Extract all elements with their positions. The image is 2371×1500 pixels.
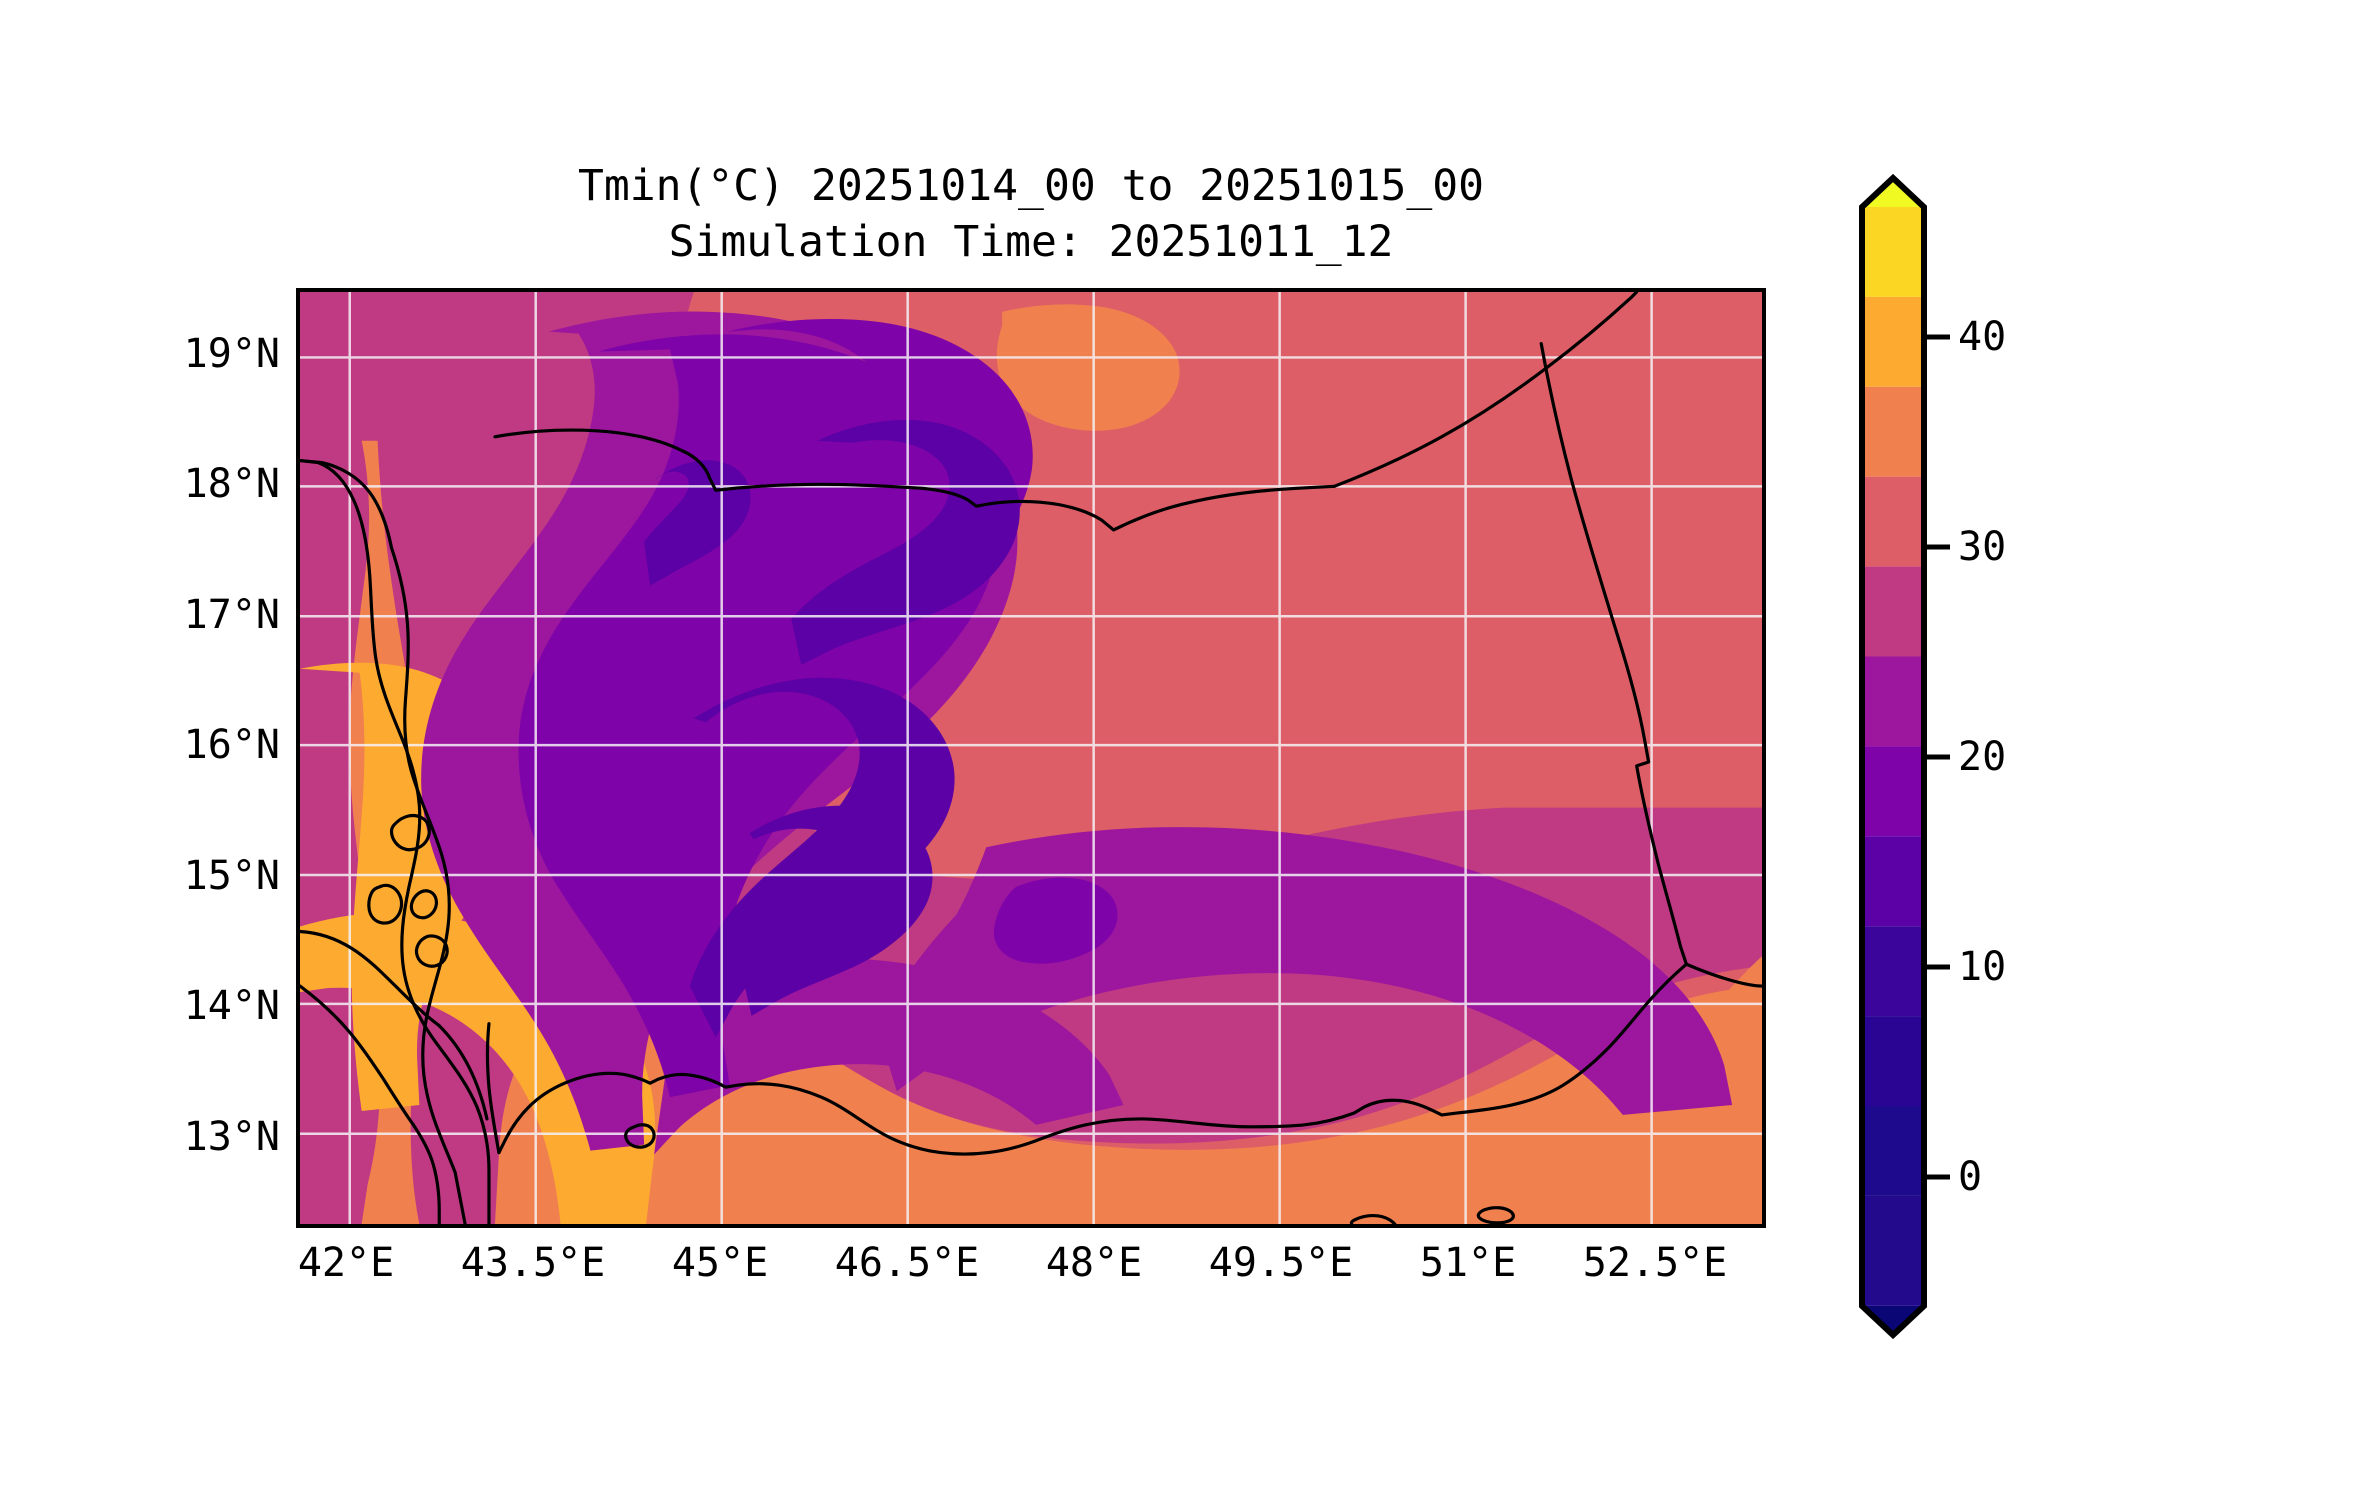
colorbar-tick-30: 30: [1958, 524, 2007, 570]
colorbar-tick-20: 20: [1958, 734, 2007, 780]
temperature-contour-map: [300, 292, 1762, 1224]
chart-title: Tmin(°C) 20251014_00 to 20251015_00 Simu…: [296, 158, 1766, 270]
xtick-label-2: 45°E: [671, 1240, 769, 1286]
xtick-label-3: 46.5°E: [834, 1240, 980, 1286]
map-gridlines: [300, 292, 1762, 1224]
coastline-and-borders: [300, 292, 1762, 1224]
xtick-label-5: 49.5°E: [1208, 1240, 1354, 1286]
colorbar-tick-0: 0: [1958, 1154, 1983, 1200]
xtick-label-4: 48°E: [1045, 1240, 1143, 1286]
map-axes: [296, 288, 1766, 1228]
colorbar-gradient: [1859, 173, 1950, 1340]
xtick-label-1: 43.5°E: [460, 1240, 606, 1286]
xtick-label-0: 42°E: [297, 1240, 395, 1286]
colorbar-tick-10: 10: [1958, 944, 2007, 990]
colorbar-tick-40: 40: [1958, 314, 2007, 360]
chart-title-line2: Simulation Time: 20251011_12: [668, 217, 1394, 267]
colorbar: [1859, 173, 1950, 1340]
chart-title-line1: Tmin(°C) 20251014_00 to 20251015_00: [577, 161, 1485, 211]
xtick-label-6: 51°E: [1419, 1240, 1517, 1286]
xtick-label-7: 52.5°E: [1582, 1240, 1728, 1286]
